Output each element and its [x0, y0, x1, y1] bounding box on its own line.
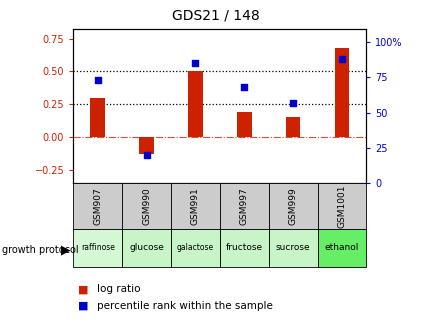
Bar [219, 183, 268, 229]
Bar [73, 183, 122, 229]
Bar [73, 229, 122, 267]
Text: GSM997: GSM997 [239, 187, 248, 225]
Text: glucose: glucose [129, 243, 163, 252]
Text: GSM1001: GSM1001 [337, 184, 346, 228]
Text: ▶: ▶ [61, 244, 70, 257]
Text: GSM999: GSM999 [288, 187, 297, 225]
Bar [317, 229, 365, 267]
Text: GDS21 / 148: GDS21 / 148 [171, 8, 259, 22]
Text: GSM907: GSM907 [93, 187, 102, 225]
Text: growth protocol: growth protocol [2, 245, 79, 255]
Point [289, 100, 296, 105]
Bar [187, 72, 202, 137]
Bar [90, 98, 105, 137]
Bar [171, 183, 219, 229]
Point [94, 77, 101, 83]
Text: ethanol: ethanol [324, 243, 358, 252]
Point [191, 60, 198, 66]
Bar [171, 229, 219, 267]
Text: percentile rank within the sample: percentile rank within the sample [97, 301, 272, 311]
Bar [268, 183, 317, 229]
Bar [139, 137, 154, 154]
Text: GSM991: GSM991 [190, 187, 200, 225]
Bar [317, 183, 365, 229]
Text: ■: ■ [77, 284, 88, 294]
Text: log ratio: log ratio [97, 284, 140, 294]
Bar [219, 229, 268, 267]
Bar [122, 229, 171, 267]
Point [143, 152, 150, 158]
Text: fructose: fructose [225, 243, 262, 252]
Bar [334, 48, 348, 137]
Bar [268, 229, 317, 267]
Bar [237, 112, 251, 137]
Text: raffinose: raffinose [80, 243, 114, 252]
Text: sucrose: sucrose [275, 243, 310, 252]
Point [240, 85, 247, 90]
Text: galactose: galactose [176, 243, 213, 252]
Text: ■: ■ [77, 301, 88, 311]
Bar [285, 117, 300, 137]
Text: GSM990: GSM990 [142, 187, 150, 225]
Point [338, 57, 344, 62]
Bar [122, 183, 171, 229]
